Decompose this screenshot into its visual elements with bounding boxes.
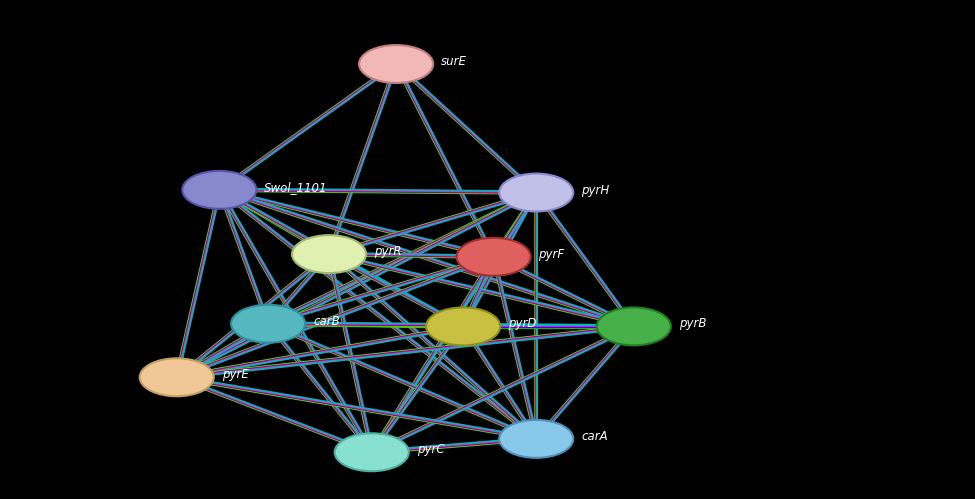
Circle shape xyxy=(334,433,409,471)
Circle shape xyxy=(182,171,256,209)
Circle shape xyxy=(305,242,353,266)
Text: pyrB: pyrB xyxy=(679,317,706,330)
Text: pyrF: pyrF xyxy=(538,248,565,261)
Text: carA: carA xyxy=(581,430,607,443)
Circle shape xyxy=(499,174,573,212)
Text: pyrH: pyrH xyxy=(581,184,609,197)
Circle shape xyxy=(609,314,658,339)
Text: pyrD: pyrD xyxy=(508,317,536,330)
Circle shape xyxy=(292,235,366,273)
Text: pyrR: pyrR xyxy=(373,245,402,258)
Circle shape xyxy=(470,245,518,269)
Circle shape xyxy=(426,307,500,345)
Circle shape xyxy=(512,180,561,205)
Circle shape xyxy=(372,52,420,76)
Text: Swol_1101: Swol_1101 xyxy=(264,181,328,194)
Text: carB: carB xyxy=(313,315,339,328)
Circle shape xyxy=(348,440,396,465)
Circle shape xyxy=(439,314,488,339)
Circle shape xyxy=(244,311,292,336)
Text: pyrC: pyrC xyxy=(416,443,445,456)
Text: surE: surE xyxy=(441,55,467,68)
Text: pyrE: pyrE xyxy=(221,368,249,381)
Circle shape xyxy=(139,358,214,396)
Circle shape xyxy=(231,305,305,343)
Circle shape xyxy=(359,45,433,83)
Circle shape xyxy=(512,427,561,451)
Circle shape xyxy=(153,365,201,390)
Circle shape xyxy=(456,238,530,276)
Circle shape xyxy=(499,420,573,458)
Circle shape xyxy=(195,178,244,202)
Circle shape xyxy=(597,307,671,345)
